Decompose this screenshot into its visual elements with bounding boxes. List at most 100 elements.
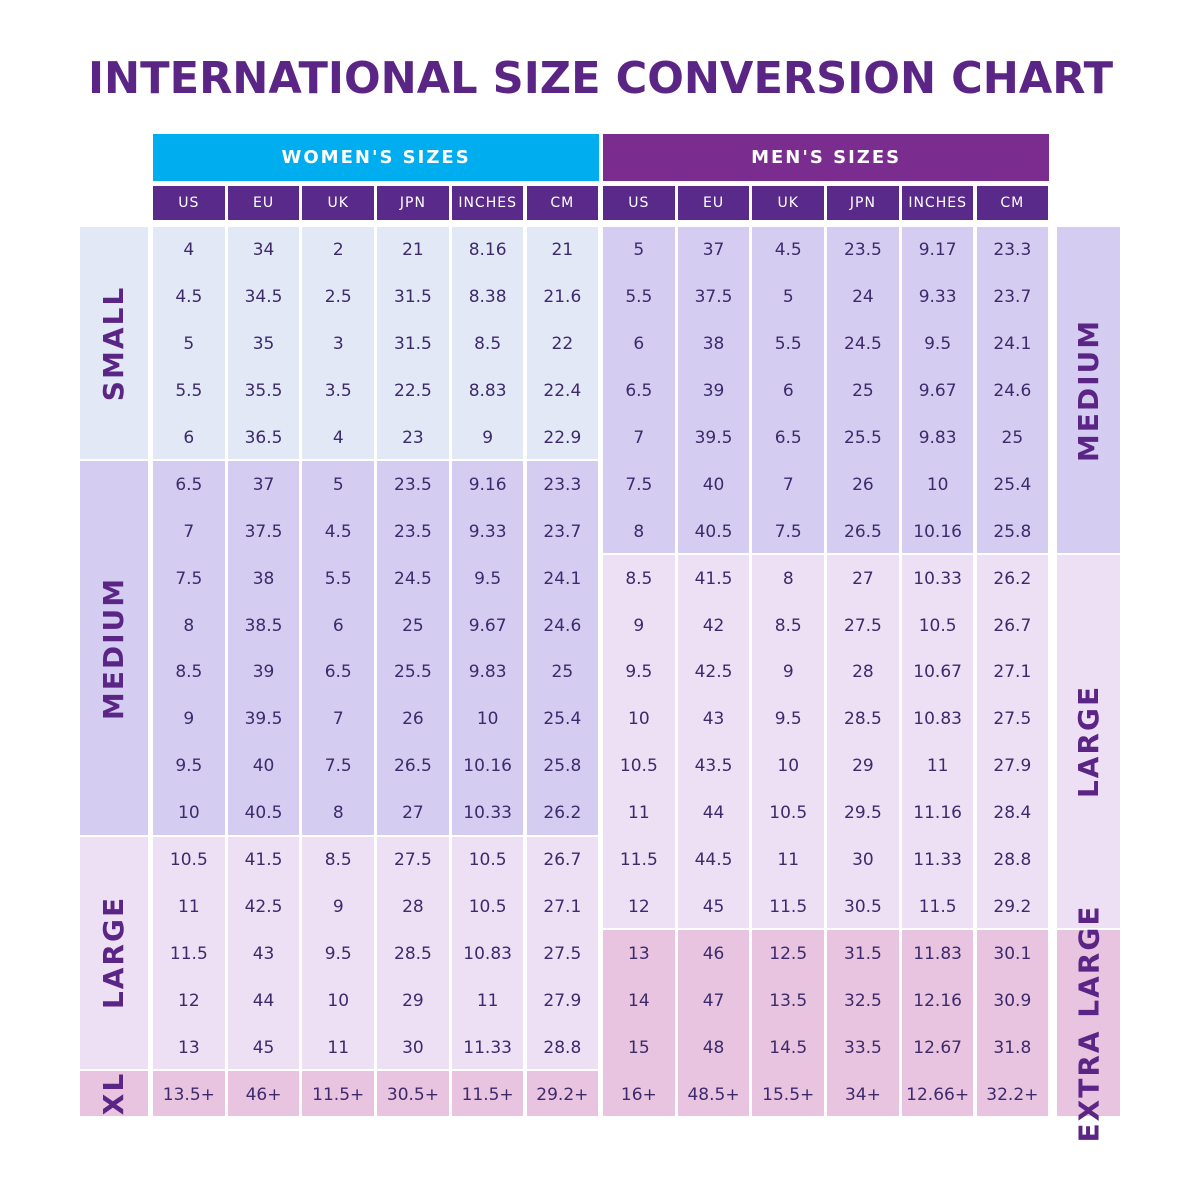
size-cell: 29.2+ (536, 1084, 589, 1105)
size-cell: 9.5 (924, 334, 952, 355)
size-cell: 13 (178, 1037, 200, 1058)
size-cell: 26.2 (993, 568, 1032, 589)
size-cell: 27.1 (993, 662, 1032, 683)
column-header: UK (302, 186, 375, 220)
size-cell: 40 (702, 474, 725, 495)
column-band (901, 227, 974, 554)
size-cell: 23.3 (543, 474, 582, 495)
column-header: JPN (377, 186, 449, 220)
size-cell: 7 (782, 474, 794, 495)
size-cell: 29.5 (844, 803, 882, 824)
size-cell: 12 (628, 896, 650, 917)
size-cell: 9 (183, 709, 195, 730)
size-cell: 11.5 (169, 943, 208, 964)
size-cell: 7.5 (774, 521, 802, 542)
column-band (153, 227, 225, 460)
column-band (451, 836, 524, 1070)
column-header: CM (526, 186, 599, 220)
size-cell: 4 (332, 428, 344, 449)
size-cell: 31.5 (394, 287, 432, 308)
column-band (451, 1071, 524, 1116)
size-cell: 9 (482, 428, 494, 449)
size-cell: 9.83 (468, 662, 507, 683)
column-band (302, 836, 375, 1070)
column-band (302, 461, 375, 835)
size-cell: 28.5 (394, 943, 432, 964)
size-cell: 27 (852, 568, 874, 589)
size-cell: 41.5 (694, 568, 733, 589)
size-cell: 10.33 (463, 803, 512, 824)
title: INTERNATIONAL SIZE CONVERSION CHART (88, 53, 1113, 104)
size-cell: 23 (402, 428, 424, 449)
size-cell: 28.8 (993, 850, 1032, 871)
size-cell: 10.5 (468, 850, 507, 871)
size-cell: 27 (402, 803, 424, 824)
size-cell: 4.5 (774, 240, 802, 261)
size-cell: 10.5 (619, 756, 658, 777)
size-cell: 8.5 (774, 615, 802, 636)
size-cell: 5.5 (324, 568, 352, 589)
size-cell: 9.67 (468, 615, 507, 636)
size-cell: 27.5 (993, 709, 1032, 730)
size-cell: 27.5 (543, 943, 582, 964)
size-cell: 34+ (844, 1084, 881, 1105)
column-band (901, 930, 974, 1116)
column-band (377, 1071, 449, 1116)
section-header: MEN'S SIZES (603, 134, 1050, 181)
size-cell: 31.5 (394, 334, 432, 355)
size-cell: 30.5 (844, 896, 882, 917)
size-cell: 42 (702, 615, 725, 636)
column-header: EU (227, 186, 300, 220)
size-cell: 14 (628, 990, 650, 1011)
size-cell: 34 (252, 240, 275, 261)
size-cell: 9.5 (324, 943, 352, 964)
size-cell: 43.5 (694, 756, 733, 777)
size-cell: 40.5 (244, 803, 283, 824)
size-cell: 45 (702, 896, 725, 917)
size-cell: 9.33 (918, 287, 957, 308)
group-label-cell: LARGE (1057, 555, 1120, 929)
size-cell: 9.5 (625, 662, 653, 683)
size-cell: 10 (628, 709, 650, 730)
size-cell: 5 (332, 474, 344, 495)
size-cell: 3 (332, 334, 344, 355)
size-cell: 25.4 (543, 709, 582, 730)
column-band (451, 227, 524, 460)
column-band (377, 227, 449, 460)
size-cell: 24.1 (543, 568, 582, 589)
size-cell: 8.5 (175, 662, 203, 683)
size-cell: 8 (183, 615, 195, 636)
size-cell: 14.5 (769, 1037, 808, 1058)
size-cell: 44.5 (694, 850, 733, 871)
size-cell: 27.5 (394, 850, 432, 871)
size-cell: 11.16 (913, 803, 962, 824)
size-cell: 25 (1001, 428, 1024, 449)
size-cell: 39 (702, 381, 725, 402)
column-header: UK (752, 186, 825, 220)
size-cell: 23.3 (993, 240, 1032, 261)
size-cell: 33.5 (844, 1037, 882, 1058)
size-cell: 30.9 (993, 990, 1032, 1011)
column-header: US (153, 186, 225, 220)
size-cell: 25.4 (993, 474, 1032, 495)
size-cell: 38 (252, 568, 275, 589)
group-label: SMALL (97, 285, 131, 401)
size-cell: 10 (178, 803, 200, 824)
size-cell: 25.5 (394, 662, 432, 683)
size-cell: 39 (252, 662, 275, 683)
column-band (302, 1071, 375, 1116)
size-cell: 9.33 (468, 521, 507, 542)
size-cell: 28.8 (543, 1037, 582, 1058)
size-cell: 44 (252, 990, 275, 1011)
size-cell: 11.5 (918, 896, 957, 917)
size-cell: 5 (782, 287, 794, 308)
size-cell: 10.5 (769, 803, 808, 824)
section-header: WOMEN'S SIZES (153, 134, 600, 181)
column-band (153, 461, 225, 835)
size-cell: 12.67 (913, 1037, 962, 1058)
size-cell: 5 (633, 240, 645, 261)
size-cell: 10.33 (913, 568, 962, 589)
size-cell: 12.16 (913, 990, 962, 1011)
size-cell: 4 (183, 240, 195, 261)
